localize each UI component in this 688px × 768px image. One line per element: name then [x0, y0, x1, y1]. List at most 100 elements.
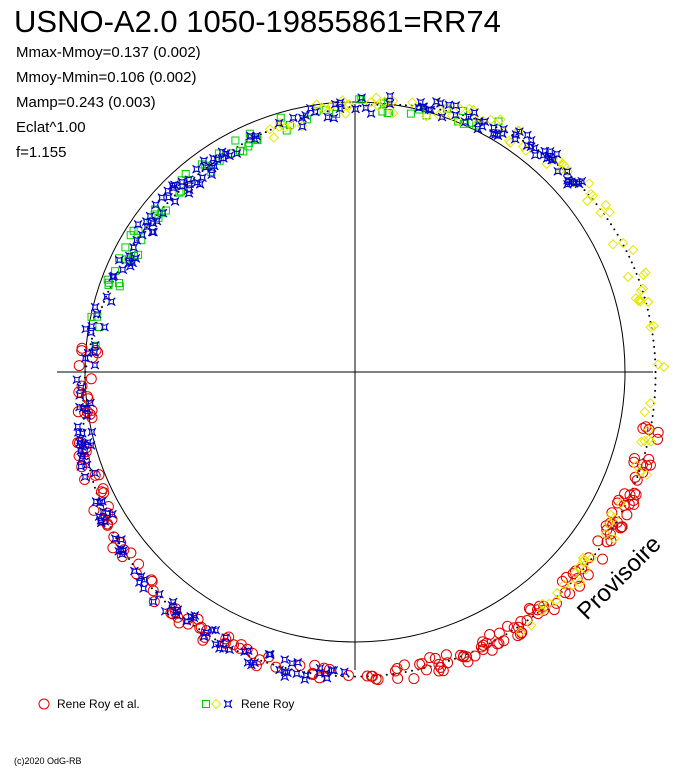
fit-point	[651, 415, 654, 417]
fit-point	[404, 671, 407, 673]
fit-point	[264, 131, 267, 134]
data-point-star	[292, 669, 302, 679]
data-point-circle	[455, 649, 466, 661]
stat-mmax-mmoy: Mmax-Mmoy=0.137 (0.002)	[16, 44, 201, 61]
data-point-diamond	[617, 237, 629, 249]
data-point-circle	[611, 497, 623, 509]
data-point-diamond	[603, 518, 614, 530]
data-point-diamond	[600, 199, 612, 211]
data-point-star	[335, 104, 345, 114]
data-point-circle	[619, 488, 631, 500]
data-point-star	[118, 265, 128, 275]
data-point-circle	[523, 603, 535, 614]
data-point-star	[577, 176, 587, 186]
fit-point	[83, 376, 86, 379]
fit-point	[586, 563, 589, 566]
data-point-star	[243, 646, 253, 656]
fit-point	[309, 672, 312, 675]
data-point-star	[515, 127, 524, 136]
data-point-star	[451, 101, 461, 110]
data-point-circle	[440, 649, 452, 661]
data-point-star	[306, 104, 315, 113]
data-point-star	[86, 441, 96, 450]
data-point-star	[437, 112, 447, 122]
data-point-star	[315, 663, 325, 673]
data-point-star	[192, 178, 202, 187]
data-point-circle	[532, 608, 544, 620]
data-point-star	[171, 607, 180, 617]
data-point-star	[219, 153, 228, 163]
fit-point	[644, 452, 646, 454]
fit-point	[650, 421, 653, 424]
data-point-diamond	[586, 552, 598, 564]
data-point-diamond	[311, 99, 322, 110]
data-point-star	[83, 348, 93, 358]
data-point-star	[75, 438, 85, 448]
data-point-star	[526, 135, 536, 145]
data-point-diamond	[379, 96, 390, 107]
fit-point	[633, 267, 636, 270]
data-point-star	[90, 360, 100, 370]
data-point-diamond	[388, 107, 399, 119]
fit-point	[583, 189, 586, 192]
data-point-diamond	[648, 320, 659, 332]
data-point-star	[74, 428, 83, 437]
data-point-star	[90, 468, 100, 478]
data-point-star	[323, 112, 333, 122]
data-point-circle	[564, 588, 576, 600]
data-point-star	[140, 575, 149, 584]
data-point-star	[82, 404, 92, 414]
data-point-star	[274, 118, 284, 128]
data-point-star	[219, 644, 228, 654]
data-point-diamond	[641, 469, 653, 481]
data-point-diamond	[640, 267, 651, 278]
data-point-star	[83, 411, 92, 421]
copyright-text: (c)2020 OdG-RB	[14, 756, 82, 766]
fit-point	[610, 223, 612, 226]
data-point-star	[297, 122, 307, 131]
data-point-circle	[477, 644, 489, 655]
data-point-star	[148, 218, 158, 228]
data-point-circle	[199, 631, 211, 643]
data-point-circle	[513, 621, 524, 633]
fit-point	[205, 166, 208, 169]
data-point-diamond	[515, 627, 526, 638]
fit-point	[131, 563, 134, 566]
fit-point	[654, 377, 657, 380]
data-point-star	[90, 302, 100, 312]
fit-point	[89, 343, 92, 346]
data-point-star	[287, 658, 297, 668]
data-point-circle	[548, 604, 560, 616]
data-point-circle	[89, 469, 101, 481]
fit-point	[376, 103, 379, 106]
data-point-diamond	[645, 436, 657, 447]
data-point-star	[118, 546, 128, 556]
data-point-star	[87, 427, 97, 437]
data-point-square	[494, 117, 503, 126]
fit-point	[241, 143, 243, 146]
data-point-diamond	[574, 577, 586, 588]
data-point-circle	[424, 652, 436, 664]
data-point-star	[170, 197, 180, 206]
data-point-diamond	[638, 269, 649, 281]
data-point-star	[539, 150, 548, 160]
data-point-diamond	[580, 564, 592, 575]
fit-point	[516, 626, 519, 629]
data-point-square	[134, 226, 143, 235]
fit-point	[260, 659, 263, 662]
fit-point	[115, 537, 118, 539]
data-point-diamond	[503, 135, 515, 146]
data-point-star	[73, 422, 83, 431]
data-point-circle	[133, 558, 145, 570]
data-point-star	[109, 271, 119, 281]
data-point-star	[141, 217, 151, 226]
data-point-circle	[85, 373, 97, 385]
fit-point	[354, 675, 356, 678]
fit-point	[613, 228, 616, 231]
data-point-circle	[502, 620, 513, 632]
data-point-star	[195, 179, 205, 189]
fit-point	[150, 587, 153, 590]
data-point-circle	[228, 639, 239, 651]
stat-eclat: Eclat^1.00	[16, 119, 86, 136]
